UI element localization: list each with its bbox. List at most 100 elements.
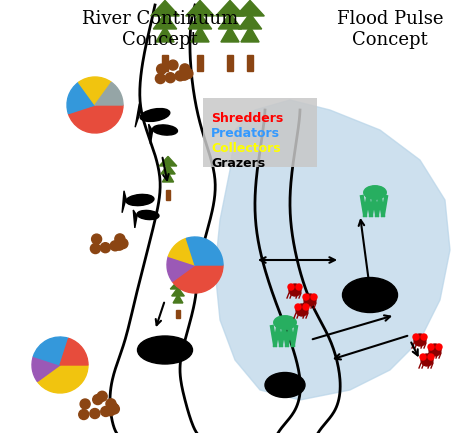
Polygon shape: [173, 294, 183, 303]
Ellipse shape: [274, 316, 296, 329]
Polygon shape: [186, 0, 214, 16]
Circle shape: [420, 354, 426, 360]
Wedge shape: [37, 365, 88, 393]
Wedge shape: [186, 237, 223, 265]
Wedge shape: [68, 105, 123, 133]
FancyBboxPatch shape: [247, 55, 253, 71]
Wedge shape: [172, 265, 223, 293]
Circle shape: [413, 334, 419, 340]
Circle shape: [93, 394, 103, 404]
Ellipse shape: [342, 278, 397, 313]
Wedge shape: [95, 82, 123, 105]
Circle shape: [179, 70, 189, 80]
Wedge shape: [167, 256, 195, 281]
FancyBboxPatch shape: [176, 310, 180, 318]
Circle shape: [108, 403, 118, 413]
Circle shape: [311, 294, 317, 300]
Circle shape: [91, 234, 102, 244]
Polygon shape: [151, 0, 179, 16]
Circle shape: [296, 304, 308, 316]
Polygon shape: [172, 288, 184, 296]
Circle shape: [157, 64, 167, 74]
Polygon shape: [241, 26, 259, 42]
Polygon shape: [159, 156, 177, 166]
Circle shape: [115, 234, 125, 244]
Circle shape: [101, 407, 111, 417]
Text: Flood Pulse
Concept: Flood Pulse Concept: [337, 10, 443, 49]
Text: Collectors: Collectors: [211, 142, 280, 155]
Polygon shape: [215, 100, 450, 400]
Wedge shape: [79, 77, 111, 105]
Polygon shape: [216, 0, 244, 16]
FancyBboxPatch shape: [227, 55, 233, 71]
Circle shape: [289, 284, 301, 296]
Circle shape: [155, 74, 165, 84]
Polygon shape: [153, 13, 176, 29]
Circle shape: [80, 399, 90, 409]
Polygon shape: [149, 124, 152, 144]
Circle shape: [414, 334, 426, 346]
Circle shape: [110, 241, 120, 251]
Polygon shape: [163, 172, 174, 182]
Circle shape: [296, 284, 302, 290]
Circle shape: [183, 68, 193, 78]
Circle shape: [109, 404, 119, 414]
Circle shape: [428, 344, 434, 350]
Circle shape: [100, 242, 110, 253]
Polygon shape: [135, 103, 140, 127]
Text: Shredders: Shredders: [211, 112, 283, 125]
Polygon shape: [238, 13, 261, 29]
Circle shape: [90, 408, 100, 419]
Wedge shape: [67, 82, 95, 113]
Wedge shape: [33, 337, 69, 365]
Ellipse shape: [152, 125, 177, 135]
Polygon shape: [170, 281, 186, 289]
Circle shape: [421, 334, 427, 340]
Circle shape: [436, 344, 442, 350]
Circle shape: [105, 406, 116, 416]
Circle shape: [421, 354, 433, 366]
Circle shape: [168, 60, 178, 70]
Polygon shape: [122, 191, 126, 213]
Ellipse shape: [138, 336, 193, 364]
Wedge shape: [168, 239, 195, 265]
Ellipse shape: [126, 194, 154, 206]
Circle shape: [428, 354, 434, 360]
Text: River Continuum
Concept: River Continuum Concept: [82, 10, 238, 49]
Polygon shape: [221, 26, 239, 42]
Wedge shape: [32, 356, 60, 381]
Circle shape: [97, 391, 107, 401]
Polygon shape: [191, 26, 209, 42]
Polygon shape: [219, 13, 242, 29]
FancyBboxPatch shape: [166, 190, 170, 200]
Circle shape: [175, 71, 185, 81]
Circle shape: [118, 239, 128, 249]
FancyBboxPatch shape: [197, 55, 203, 71]
Circle shape: [115, 240, 124, 250]
Ellipse shape: [265, 372, 305, 397]
FancyBboxPatch shape: [203, 98, 317, 167]
Text: Predators: Predators: [211, 127, 280, 140]
Polygon shape: [133, 210, 137, 228]
FancyBboxPatch shape: [162, 55, 168, 71]
Polygon shape: [161, 165, 175, 174]
Circle shape: [303, 304, 309, 310]
Wedge shape: [60, 338, 88, 365]
Circle shape: [180, 64, 190, 74]
Ellipse shape: [364, 186, 386, 199]
Circle shape: [106, 399, 116, 409]
Circle shape: [303, 294, 309, 300]
Polygon shape: [188, 13, 212, 29]
Circle shape: [429, 344, 441, 356]
Circle shape: [304, 294, 316, 306]
Polygon shape: [236, 0, 264, 16]
Circle shape: [288, 284, 294, 290]
Circle shape: [295, 304, 301, 310]
Circle shape: [79, 410, 89, 420]
Ellipse shape: [140, 109, 170, 122]
Polygon shape: [156, 26, 174, 42]
Ellipse shape: [137, 210, 159, 220]
Text: Grazers: Grazers: [211, 157, 265, 170]
Circle shape: [91, 243, 100, 254]
Circle shape: [165, 73, 176, 83]
